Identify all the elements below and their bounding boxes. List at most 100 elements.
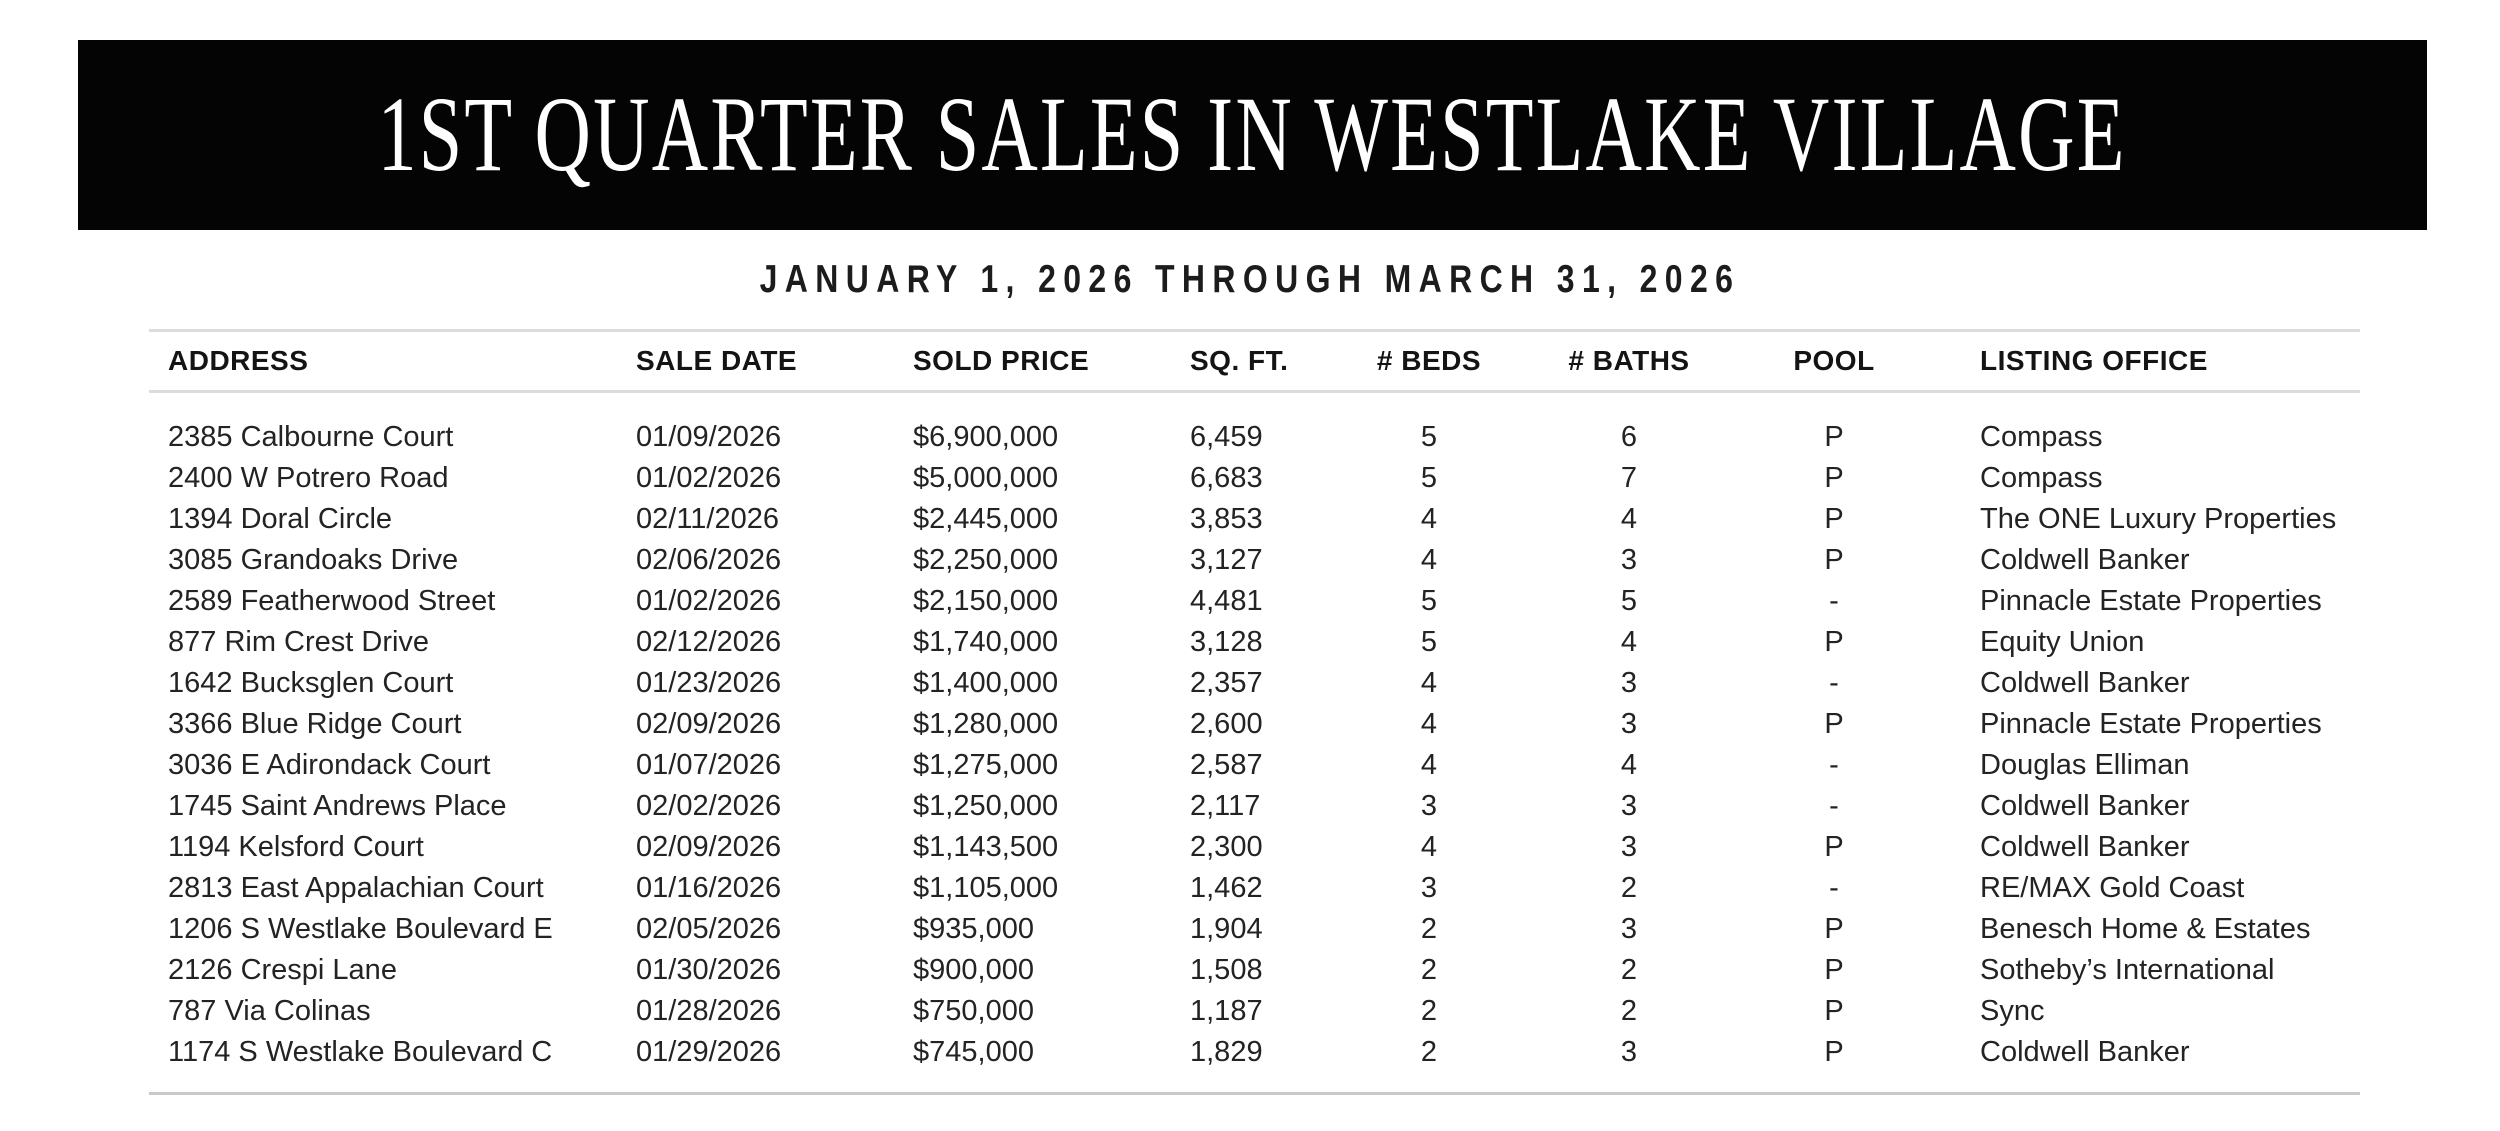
column-header-baths: # BATHS — [1568, 345, 1690, 376]
cell-baths: 4 — [1620, 749, 1638, 781]
table-header-row: ADDRESS SALE DATE SOLD PRICE SQ. FT. # BEDS #… — [149, 329, 2360, 393]
cell-sq_ft: 6,459 — [1190, 421, 1263, 453]
cell-sale_date: 01/30/2026 — [636, 954, 782, 986]
cell-address: 1194 Kelsford Court — [168, 831, 424, 863]
cell-sold_price: $2,445,000 — [913, 503, 1059, 535]
cell-sale_date: 02/09/2026 — [636, 831, 782, 863]
cell-baths: 3 — [1620, 790, 1638, 822]
table-row: 2813 East Appalachian Court 01/16/2026 $1,… — [149, 868, 2360, 909]
cell-office: Equity Union — [1980, 626, 2145, 658]
cell-beds: 3 — [1420, 872, 1438, 904]
cell-office: Douglas Elliman — [1980, 749, 2190, 781]
cell-sq_ft: 2,600 — [1190, 708, 1263, 740]
cell-sq_ft: 2,357 — [1190, 667, 1263, 699]
cell-sale_date: 01/02/2026 — [636, 462, 782, 494]
table-row: 1174 S Westlake Boulevard C 01/29/2026 $74… — [149, 1032, 2360, 1073]
cell-pool: - — [1829, 667, 1839, 699]
cell-beds: 5 — [1420, 585, 1438, 617]
table-row: 2126 Crespi Lane 01/30/2026 $900,000 1,508 2… — [149, 950, 2360, 991]
cell-sold_price: $1,143,500 — [913, 831, 1059, 863]
cell-sold_price: $2,150,000 — [913, 585, 1059, 617]
cell-sold_price: $1,400,000 — [913, 667, 1059, 699]
table-bottom-rule — [149, 1092, 2360, 1095]
cell-baths: 3 — [1620, 667, 1638, 699]
cell-sale_date: 01/07/2026 — [636, 749, 782, 781]
cell-baths: 6 — [1620, 421, 1638, 453]
table-body: 2385 Calbourne Court 01/09/2026 $6,900,000… — [149, 393, 2360, 1073]
cell-pool: - — [1829, 790, 1839, 822]
cell-office: Coldwell Banker — [1980, 831, 2190, 863]
table-row: 1394 Doral Circle 02/11/2026 $2,445,000 3,8… — [149, 499, 2360, 540]
cell-baths: 2 — [1620, 995, 1638, 1027]
column-header-sold_price: SOLD PRICE — [913, 345, 1090, 376]
cell-pool: P — [1824, 913, 1844, 945]
cell-sale_date: 02/12/2026 — [636, 626, 782, 658]
cell-address: 2385 Calbourne Court — [168, 421, 454, 453]
cell-address: 1174 S Westlake Boulevard C — [168, 1036, 553, 1068]
cell-office: Pinnacle Estate Properties — [1980, 708, 2322, 740]
cell-baths: 7 — [1620, 462, 1638, 494]
cell-address: 3036 E Adirondack Court — [168, 749, 491, 781]
cell-address: 3085 Grandoaks Drive — [168, 544, 459, 576]
cell-address: 877 Rim Crest Drive — [168, 626, 430, 658]
table-row: 3085 Grandoaks Drive 02/06/2026 $2,250,000… — [149, 540, 2360, 581]
cell-sq_ft: 3,127 — [1190, 544, 1263, 576]
table-row: 1206 S Westlake Boulevard E 02/05/2026 $93… — [149, 909, 2360, 950]
cell-sold_price: $745,000 — [913, 1036, 1034, 1068]
cell-baths: 4 — [1620, 626, 1638, 658]
cell-sq_ft: 6,683 — [1190, 462, 1263, 494]
column-header-pool: POOL — [1793, 345, 1875, 376]
cell-sq_ft: 1,829 — [1190, 1036, 1263, 1068]
cell-sold_price: $1,740,000 — [913, 626, 1059, 658]
cell-office: Compass — [1980, 421, 2103, 453]
table-row: 3366 Blue Ridge Court 02/09/2026 $1,280,00… — [149, 704, 2360, 745]
date-range-wrap: JANUARY 1, 2026 THROUGH MARCH 31, 2026 — [0, 258, 2500, 302]
column-header-sq_ft: SQ. FT. — [1190, 345, 1289, 376]
cell-sold_price: $6,900,000 — [913, 421, 1059, 453]
cell-address: 2589 Featherwood Street — [168, 585, 496, 617]
cell-baths: 3 — [1620, 913, 1638, 945]
cell-sale_date: 02/06/2026 — [636, 544, 782, 576]
cell-address: 1206 S Westlake Boulevard E — [168, 913, 553, 945]
cell-address: 1745 Saint Andrews Place — [168, 790, 507, 822]
cell-sq_ft: 3,853 — [1190, 503, 1263, 535]
cell-beds: 5 — [1420, 462, 1438, 494]
cell-office: Pinnacle Estate Properties — [1980, 585, 2322, 617]
cell-sq_ft: 1,462 — [1190, 872, 1263, 904]
cell-baths: 5 — [1620, 585, 1638, 617]
cell-office: Coldwell Banker — [1980, 1036, 2190, 1068]
cell-sale_date: 02/02/2026 — [636, 790, 782, 822]
cell-address: 1642 Bucksglen Court — [168, 667, 454, 699]
sales-table: ADDRESS SALE DATE SOLD PRICE SQ. FT. # BEDS #… — [149, 329, 2360, 1095]
cell-baths: 4 — [1620, 503, 1638, 535]
cell-sold_price: $1,275,000 — [913, 749, 1059, 781]
cell-sale_date: 01/09/2026 — [636, 421, 782, 453]
cell-address: 787 Via Colinas — [168, 995, 371, 1027]
cell-pool: P — [1824, 708, 1844, 740]
cell-office: Benesch Home & Estates — [1980, 913, 2311, 945]
cell-sold_price: $1,280,000 — [913, 708, 1059, 740]
table-row: 1194 Kelsford Court 02/09/2026 $1,143,500 2… — [149, 827, 2360, 868]
title-banner: 1ST QUARTER SALES IN WESTLAKE VILLAGE — [78, 40, 2427, 230]
cell-sold_price: $5,000,000 — [913, 462, 1059, 494]
cell-sale_date: 02/09/2026 — [636, 708, 782, 740]
table-row: 1745 Saint Andrews Place 02/02/2026 $1,250… — [149, 786, 2360, 827]
date-range-subtitle: JANUARY 1, 2026 THROUGH MARCH 31, 2026 — [759, 258, 1741, 301]
cell-office: The ONE Luxury Properties — [1980, 503, 2337, 535]
cell-sq_ft: 1,904 — [1190, 913, 1263, 945]
cell-beds: 5 — [1420, 626, 1438, 658]
table-row: 2589 Featherwood Street 01/02/2026 $2,150,… — [149, 581, 2360, 622]
cell-sold_price: $935,000 — [913, 913, 1034, 945]
cell-sold_price: $750,000 — [913, 995, 1034, 1027]
cell-baths: 3 — [1620, 708, 1638, 740]
cell-sale_date: 01/23/2026 — [636, 667, 782, 699]
cell-baths: 3 — [1620, 544, 1638, 576]
cell-pool: P — [1824, 544, 1844, 576]
table-row: 2400 W Potrero Road 01/02/2026 $5,000,000 6… — [149, 458, 2360, 499]
cell-pool: P — [1824, 995, 1844, 1027]
cell-beds: 2 — [1420, 995, 1438, 1027]
cell-sale_date: 01/16/2026 — [636, 872, 782, 904]
table-row: 2385 Calbourne Court 01/09/2026 $6,900,000… — [149, 417, 2360, 458]
cell-pool: - — [1829, 585, 1839, 617]
